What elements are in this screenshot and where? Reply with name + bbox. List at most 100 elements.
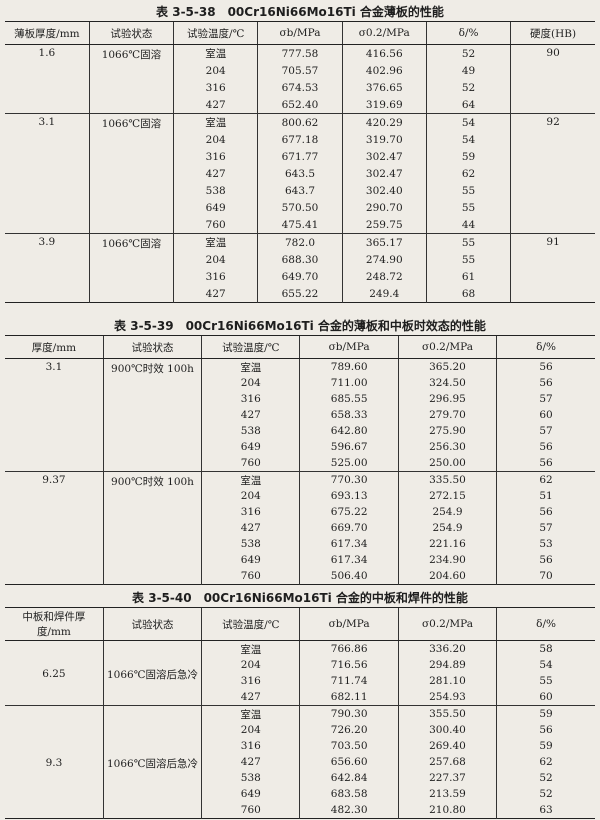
data-row: 427 669.70 254.9 57 <box>5 520 595 536</box>
value-cell: 56 <box>496 375 595 391</box>
value-cell: 55 <box>425 199 511 216</box>
value-cell: 617.34 <box>299 536 399 552</box>
value-cell: 52 <box>496 770 595 786</box>
thickness-cell: 6.25 <box>5 640 104 706</box>
value-cell: 54 <box>425 131 511 148</box>
value-cell: 655.22 <box>257 285 343 303</box>
value-cell: 204 <box>201 375 300 391</box>
table-block: 表 3-5-40 00Cr16Ni66Mo16Ti 合金的中板和焊件的性能 中板和… <box>5 590 595 819</box>
value-cell: 336.20 <box>397 640 497 657</box>
value-cell: 56 <box>496 358 595 375</box>
data-row: 204 726.20 300.40 56 <box>5 722 595 738</box>
data-row: 427 656.60 257.68 62 <box>5 754 595 770</box>
value-cell: 55 <box>496 673 595 689</box>
value-cell: 室温 <box>201 640 300 657</box>
value-cell: 656.60 <box>299 754 399 770</box>
data-row: 760 525.00 250.00 56 <box>5 455 595 472</box>
hardness-cell: 90 <box>510 44 595 114</box>
value-cell: 427 <box>201 520 300 536</box>
value-cell: 777.58 <box>257 44 343 62</box>
value-cell: 250.00 <box>397 455 497 472</box>
state-cell: 1066℃固溶后急冷 <box>102 640 202 706</box>
value-cell: 538 <box>173 182 258 199</box>
value-cell: 254.93 <box>397 689 497 706</box>
data-row: 316 703.50 269.40 59 <box>5 738 595 754</box>
data-row: 316 711.74 281.10 55 <box>5 673 595 689</box>
value-cell: 649 <box>201 786 300 802</box>
value-cell: 64 <box>425 96 511 114</box>
column-header: 试验状态 <box>102 335 202 359</box>
value-cell: 294.89 <box>397 657 497 673</box>
column-header: δ/% <box>496 607 595 641</box>
value-cell: 782.0 <box>257 233 343 251</box>
value-cell: 279.70 <box>397 407 497 423</box>
value-cell: 62 <box>496 471 595 488</box>
value-cell: 300.40 <box>397 722 497 738</box>
data-row: 538 642.84 227.37 52 <box>5 770 595 786</box>
value-cell: 213.59 <box>397 786 497 802</box>
hardness-cell: 92 <box>510 113 595 234</box>
thickness-cell: 3.1 <box>5 358 104 472</box>
state-cell: 1066℃固溶 <box>88 233 174 303</box>
value-cell: 302.40 <box>341 182 427 199</box>
value-cell: 210.80 <box>397 802 497 819</box>
column-header: 试验状态 <box>88 21 174 45</box>
value-cell: 室温 <box>201 358 300 375</box>
data-table: 薄板厚度/mm 试验状态 试验温度/℃ σb/MPa σ0.2/MPa δ/% 硬度(HB)… <box>5 21 595 303</box>
value-cell: 420.29 <box>341 113 427 131</box>
thickness-cell: 3.1 <box>5 113 90 234</box>
value-cell: 52 <box>425 79 511 96</box>
data-row: 3.1 1066℃固溶 室温 800.62 420.29 54 92 <box>5 113 595 234</box>
value-cell: 658.33 <box>299 407 399 423</box>
value-cell: 52 <box>425 44 511 62</box>
value-cell: 57 <box>496 423 595 439</box>
thickness-cell: 9.3 <box>5 705 104 819</box>
value-cell: 427 <box>173 96 258 114</box>
column-header: 试验温度/℃ <box>173 21 258 45</box>
value-cell: 649.70 <box>257 268 343 285</box>
data-row: 649 596.67 256.30 56 <box>5 439 595 455</box>
data-row: 316 671.77 302.47 59 <box>5 148 595 165</box>
value-cell: 760 <box>201 802 300 819</box>
value-cell: 800.62 <box>257 113 343 131</box>
value-cell: 770.30 <box>299 471 399 488</box>
value-cell: 204 <box>201 488 300 504</box>
data-row: 204 716.56 294.89 54 <box>5 657 595 673</box>
data-row: 204 693.13 272.15 51 <box>5 488 595 504</box>
value-cell: 221.16 <box>397 536 497 552</box>
state-cell: 1066℃固溶后急冷 <box>102 705 202 819</box>
value-cell: 302.47 <box>341 165 427 182</box>
thickness-cell: 9.37 <box>5 471 104 585</box>
value-cell: 290.70 <box>341 199 427 216</box>
value-cell: 204 <box>173 251 258 268</box>
table-block: 表 3-5-38 00Cr16Ni66Mo16Ti 合金薄板的性能 薄板厚度/mm… <box>5 4 595 303</box>
value-cell: 316 <box>201 504 300 520</box>
header-row: 薄板厚度/mm 试验状态 试验温度/℃ σb/MPa σ0.2/MPa δ/% 硬度(HB) <box>5 21 595 45</box>
value-cell: 760 <box>201 455 300 472</box>
value-cell: 324.50 <box>397 375 497 391</box>
value-cell: 53 <box>496 536 595 552</box>
value-cell: 296.95 <box>397 391 497 407</box>
data-row: 427 682.11 254.93 60 <box>5 689 595 706</box>
value-cell: 56 <box>496 455 595 472</box>
value-cell: 682.11 <box>299 689 399 706</box>
value-cell: 257.68 <box>397 754 497 770</box>
value-cell: 254.9 <box>397 504 497 520</box>
value-cell: 204.60 <box>397 568 497 585</box>
value-cell: 642.84 <box>299 770 399 786</box>
value-cell: 204 <box>173 62 258 79</box>
value-cell: 室温 <box>201 705 300 722</box>
value-cell: 274.90 <box>341 251 427 268</box>
value-cell: 643.5 <box>257 165 343 182</box>
value-cell: 693.13 <box>299 488 399 504</box>
value-cell: 649 <box>201 552 300 568</box>
data-row: 204 705.57 402.96 49 <box>5 62 595 79</box>
value-cell: 302.47 <box>341 148 427 165</box>
value-cell: 204 <box>201 657 300 673</box>
table-title: 表 3-5-39 00Cr16Ni66Mo16Ti 合金的薄板和中板时效态的性能 <box>114 319 486 333</box>
data-row: 538 643.7 302.40 55 <box>5 182 595 199</box>
value-cell: 376.65 <box>341 79 427 96</box>
value-cell: 60 <box>496 407 595 423</box>
data-row: 760 475.41 259.75 44 <box>5 216 595 234</box>
value-cell: 683.58 <box>299 786 399 802</box>
